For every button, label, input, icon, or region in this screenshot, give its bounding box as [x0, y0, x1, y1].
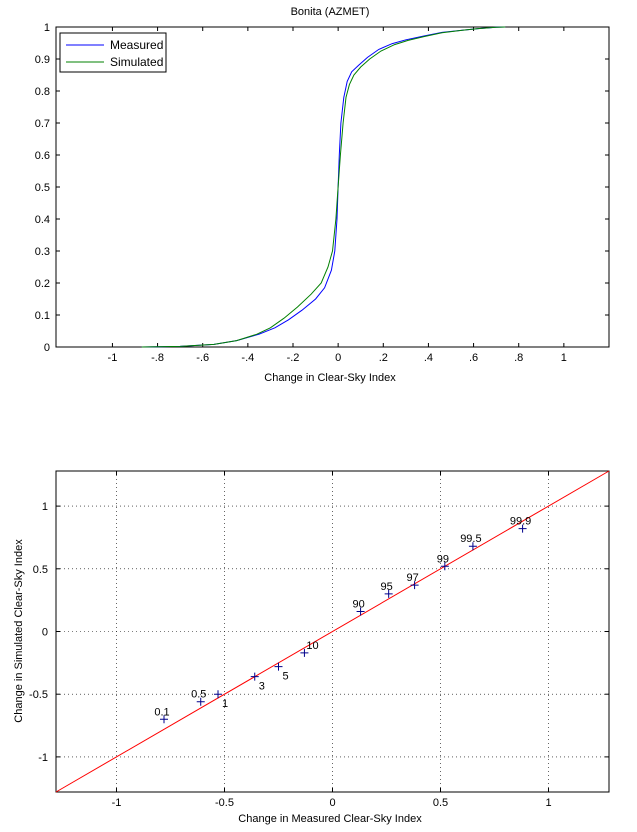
qq-point-label: 1 [222, 698, 228, 710]
cdf-series-line-simulated [141, 26, 506, 348]
qq-point-marker [518, 524, 527, 533]
cdf-x-tick-label: -.2 [287, 352, 300, 364]
qq-point-marker [410, 581, 419, 590]
qq-reference-line [55, 470, 610, 793]
cdf-y-tick-label: 0.4 [35, 214, 50, 226]
cdf-x-tick-label: .4 [424, 352, 433, 364]
qq-point-marker [356, 607, 365, 616]
qq-point-label: 5 [282, 671, 288, 683]
qq-chart: -1 -0.5 0 0.5 1 -1 -0.5 0 0.5 1 0.1 0.5 1 3 5 10 90 95 9… [13, 470, 610, 825]
cdf-x-tick-label: 1 [561, 352, 567, 364]
cdf-x-tick-label: -1 [108, 352, 118, 364]
cdf-x-tick-label: .2 [379, 352, 388, 364]
cdf-y-tick-label: 0.8 [35, 86, 50, 98]
qq-point-label: 10 [306, 640, 318, 652]
cdf-series-line-measured [141, 26, 506, 348]
cdf-x-tick-label: 0 [335, 352, 341, 364]
qq-x-tick-label: 0 [329, 797, 335, 809]
qq-y-tick-label: -0.5 [29, 689, 48, 701]
cdf-x-label: Change in Clear-Sky Index [264, 372, 396, 384]
cdf-title: Bonita (AZMET) [291, 6, 370, 18]
qq-x-tick-label: 0.5 [433, 797, 448, 809]
cdf-x-axis: -1 -.8 -.6 -.4 -.2 0 .2 .4 .6 .8 1 [108, 27, 567, 364]
qq-point-marker [214, 690, 223, 699]
qq-point-marker [160, 715, 169, 724]
cdf-y-tick-label: 0.9 [35, 54, 50, 66]
qq-point-label: 90 [352, 598, 364, 610]
cdf-y-tick-label: 0 [44, 342, 50, 354]
qq-x-axis: -1 -0.5 0 0.5 1 [112, 471, 552, 809]
qq-point-marker [196, 697, 205, 706]
qq-y-tick-label: 0.5 [33, 564, 48, 576]
cdf-x-tick-label: -.4 [241, 352, 254, 364]
qq-point-marker [250, 672, 259, 681]
cdf-y-axis: 0 0.1 0.2 0.3 0.4 0.5 0.6 0.7 0.8 0.9 1 [35, 22, 609, 354]
cdf-y-tick-label: 0.6 [35, 150, 50, 162]
qq-point-label: 99.5 [460, 533, 481, 545]
legend-label-simulated: Simulated [110, 55, 163, 69]
qq-y-label: Change in Simulated Clear-Sky Index [13, 539, 25, 723]
qq-y-tick-label: 0 [42, 627, 48, 639]
qq-y-axis: -1 -0.5 0 0.5 1 [29, 501, 609, 764]
qq-points: 0.1 0.5 1 3 5 10 90 95 97 99 99.5 99.9 [154, 516, 531, 724]
cdf-legend: Measured Simulated [59, 32, 167, 73]
cdf-chart: Bonita (AZMET) -1 -.8 -.6 -.4 -.2 0.2.4.6.8 1 … [35, 6, 610, 384]
qq-point-label: 0.5 [191, 689, 206, 701]
qq-point-marker [274, 662, 283, 671]
qq-point-marker [468, 542, 477, 551]
qq-point-label: 95 [381, 581, 393, 593]
legend-box [59, 32, 167, 73]
qq-x-tick-label: -0.5 [215, 797, 234, 809]
qq-point-marker [384, 589, 393, 598]
qq-y-tick-label: 1 [42, 501, 48, 513]
cdf-x-tick-label: .6 [469, 352, 478, 364]
qq-x-tick-label: 1 [545, 797, 551, 809]
qq-point-label: 99 [437, 553, 449, 565]
qq-x-label: Change in Measured Clear-Sky Index [238, 813, 422, 825]
qq-point-label: 3 [259, 681, 265, 693]
qq-y-tick-label: -1 [38, 752, 48, 764]
qq-x-tick-label: -1 [112, 797, 122, 809]
qq-point-marker [440, 562, 449, 571]
cdf-y-tick-label: 0.2 [35, 278, 50, 290]
cdf-x-tick-label: -.8 [151, 352, 164, 364]
qq-identity-line [55, 470, 610, 793]
qq-point-marker [300, 648, 309, 657]
cdf-x-tick-label: .8 [514, 352, 523, 364]
cdf-y-tick-label: 0.3 [35, 246, 50, 258]
qq-point-label: 0.1 [154, 706, 169, 718]
cdf-y-tick-label: 0.7 [35, 118, 50, 130]
cdf-y-tick-label: 0.5 [35, 182, 50, 194]
cdf-y-tick-label: 1 [44, 22, 50, 34]
qq-point-label: 97 [406, 572, 418, 584]
cdf-y-tick-label: 0.1 [35, 310, 50, 322]
cdf-series [141, 26, 506, 348]
cdf-x-tick-label: -.6 [196, 352, 209, 364]
legend-label-measured: Measured [110, 38, 163, 52]
qq-point-label: 99.9 [510, 516, 531, 528]
cdf-plot-area [55, 26, 610, 348]
